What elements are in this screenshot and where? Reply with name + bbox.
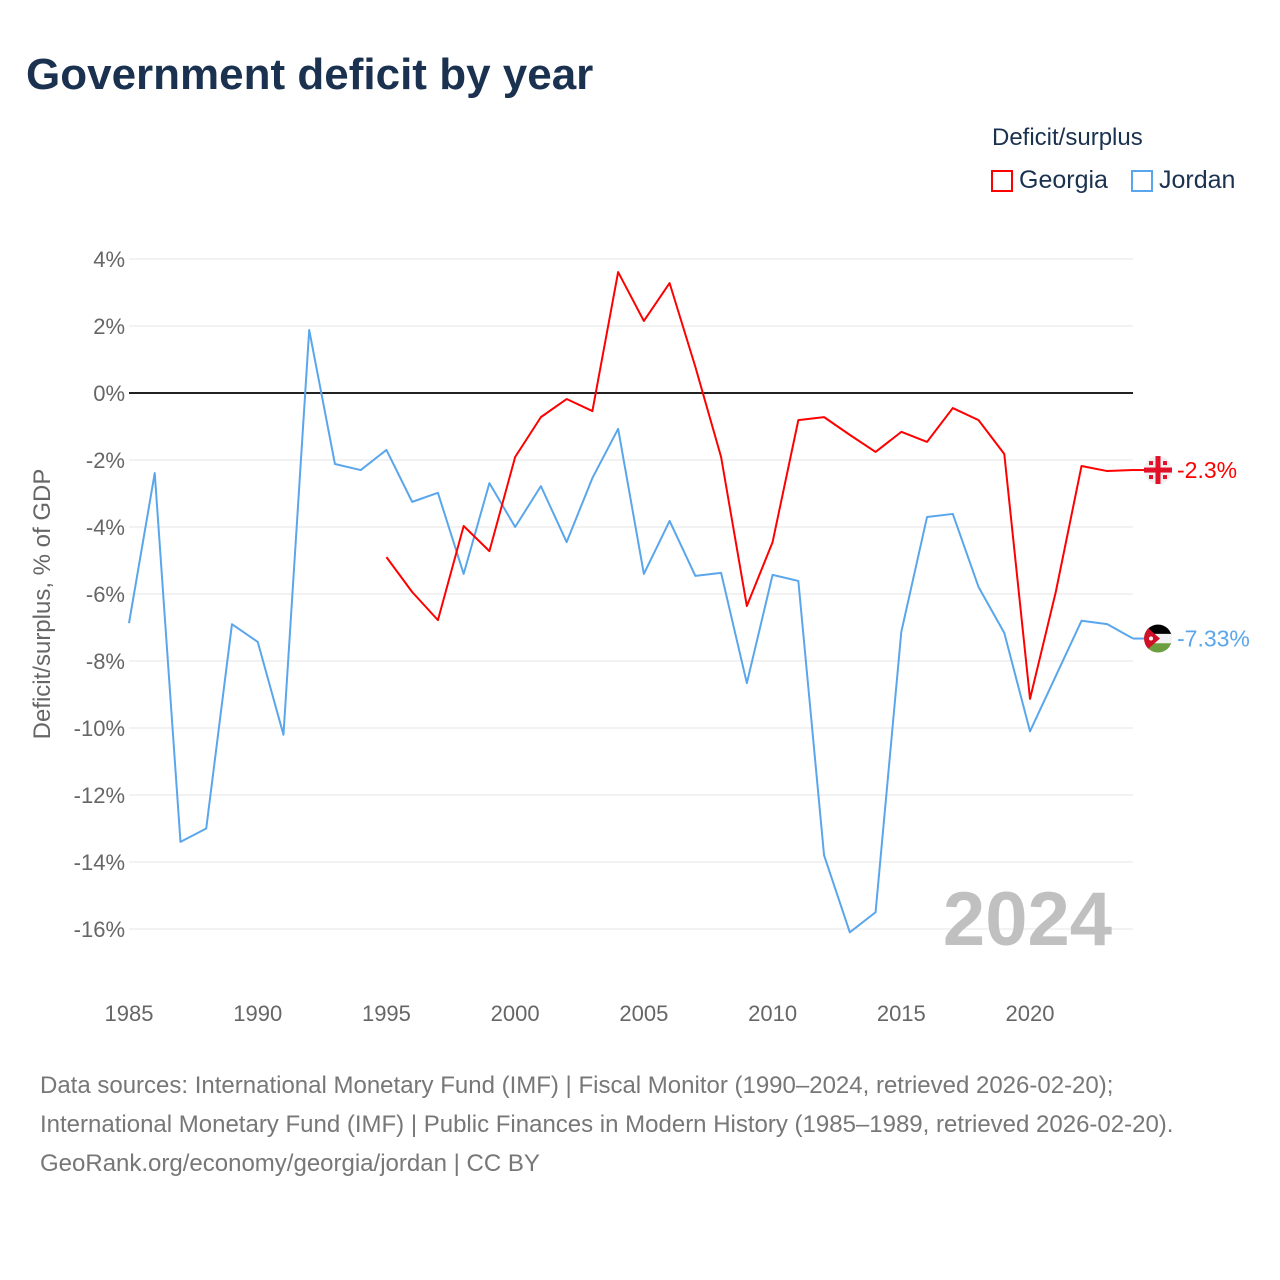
y-tick-label: -8% [86, 649, 125, 674]
legend-swatch-georgia [991, 169, 1013, 192]
y-axis-label: Deficit/surplus, % of GDP [29, 469, 56, 740]
y-tick-label: -6% [86, 582, 125, 607]
y-tick-label: -2% [86, 448, 125, 473]
data-sources: Data sources: International Monetary Fun… [40, 1066, 1240, 1183]
series-line-jordan [128, 329, 1134, 934]
y-tick-label: -12% [74, 783, 125, 808]
legend-item-jordan[interactable]: Jordan [1131, 166, 1235, 195]
end-label-georgia: -2.3% [1177, 457, 1237, 483]
jordan-flag [1144, 624, 1172, 653]
y-tick-label: -10% [74, 716, 125, 741]
line-chart: 4% 2% 0% -2% -4% -6% -8% -10% -12% -14% -16% 1985 19… [29, 247, 1250, 1026]
legend-swatch-jordan [1131, 169, 1153, 192]
y-tick-label: -14% [74, 850, 125, 875]
x-tick-label: 1985 [105, 1001, 154, 1026]
attribution-link[interactable]: GeoRank.org/economy/georgia/jordan | CC … [40, 1150, 540, 1177]
legend-item-georgia[interactable]: Georgia [991, 166, 1108, 195]
legend-label: Georgia [1019, 166, 1108, 194]
x-tick-label: 1995 [362, 1001, 411, 1026]
legend-title: Deficit/surplus [992, 124, 1143, 151]
end-label-jordan: -7.33% [1177, 626, 1250, 652]
y-tick-label: 2% [93, 314, 125, 339]
georgia-flag [1144, 456, 1172, 485]
x-tick-label: 2005 [619, 1001, 668, 1026]
year-watermark: 2024 [943, 877, 1112, 962]
x-tick-label: 2000 [491, 1001, 540, 1026]
x-tick-label: 1990 [233, 1001, 282, 1026]
y-tick-label: -4% [86, 515, 125, 540]
legend-label: Jordan [1159, 166, 1236, 194]
x-tick-label: 2015 [877, 1001, 926, 1026]
y-tick-label: -16% [74, 917, 125, 942]
x-tick-label: 2020 [1006, 1001, 1055, 1026]
sources-text: Data sources: International Monetary Fun… [40, 1072, 1174, 1138]
x-tick-label: 2010 [748, 1001, 797, 1026]
series-line-georgia [385, 271, 1134, 700]
y-tick-label: 0% [93, 381, 125, 406]
y-tick-label: 4% [93, 247, 125, 272]
chart-title: Government deficit by year [26, 50, 594, 99]
